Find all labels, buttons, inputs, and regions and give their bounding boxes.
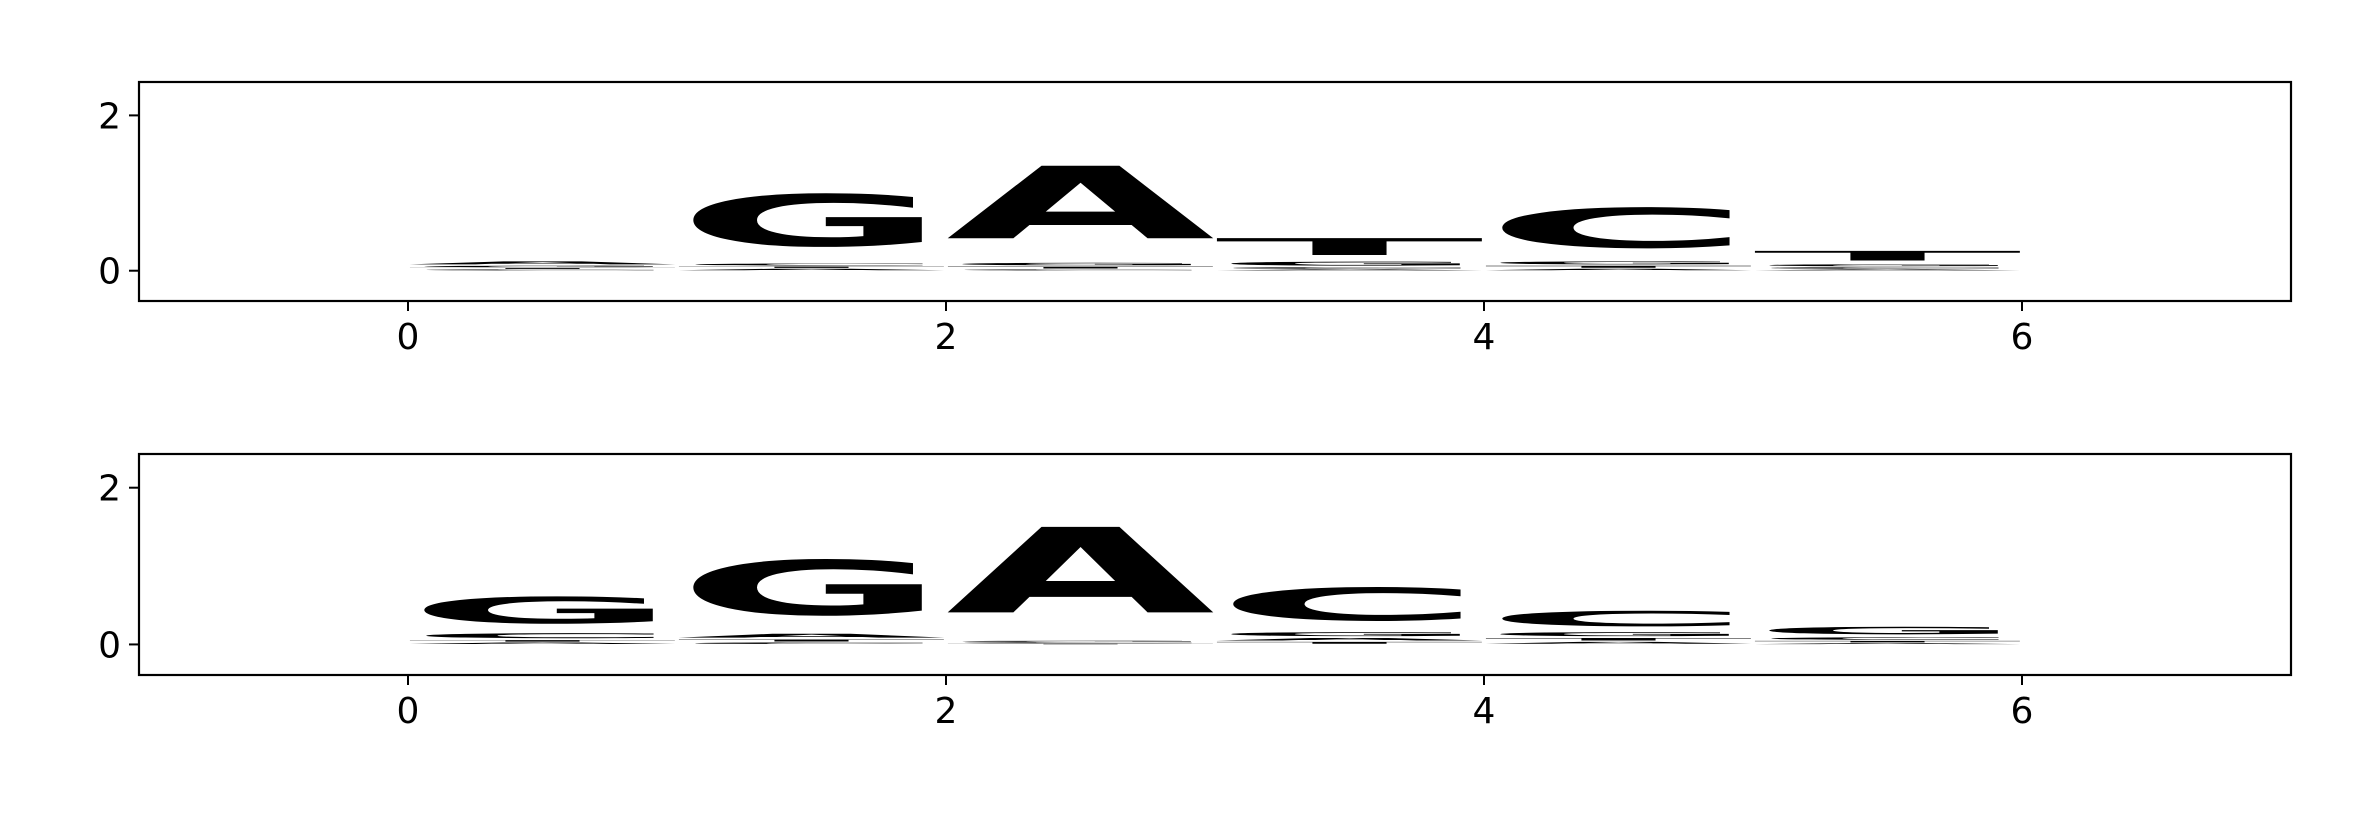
x-tick-label: 0 bbox=[397, 317, 420, 358]
x-tick-label: 4 bbox=[1473, 317, 1496, 358]
letter: C bbox=[1753, 267, 2022, 269]
y-tick-label: 0 bbox=[98, 625, 121, 666]
x-tick-label: 0 bbox=[397, 691, 420, 732]
letter: G bbox=[677, 180, 946, 263]
letter: G bbox=[1215, 631, 1484, 637]
letter: A bbox=[946, 146, 1215, 262]
letter: C bbox=[1484, 197, 1753, 260]
letter: G bbox=[1753, 264, 2022, 267]
x-tick-label: 2 bbox=[935, 691, 958, 732]
letter: G bbox=[1484, 261, 1753, 266]
letter: T bbox=[1215, 233, 1486, 260]
letter: G bbox=[1753, 625, 2022, 637]
letter: A bbox=[677, 268, 946, 270]
letter: G bbox=[946, 262, 1215, 266]
letter: C bbox=[1753, 637, 2022, 641]
letter: A bbox=[1753, 269, 2022, 271]
x-tick-label: 6 bbox=[2011, 317, 2034, 358]
letter: C bbox=[946, 642, 1215, 644]
letter: G bbox=[946, 641, 1215, 643]
letter: C bbox=[408, 269, 677, 271]
letter: A bbox=[1753, 643, 2022, 645]
letter: A bbox=[1484, 641, 1753, 644]
x-tick-label: 2 bbox=[935, 317, 958, 358]
letter: A bbox=[946, 504, 1217, 641]
letter: T bbox=[408, 640, 679, 642]
y-tick-label: 2 bbox=[98, 96, 121, 137]
letter: G bbox=[408, 265, 677, 267]
letter: C bbox=[1215, 267, 1484, 269]
letter: G bbox=[1484, 631, 1753, 637]
letter: T bbox=[1215, 641, 1486, 644]
letter: C bbox=[677, 642, 946, 644]
letter: T bbox=[946, 644, 1217, 645]
letter: A bbox=[408, 642, 677, 644]
letter: A bbox=[677, 633, 946, 639]
letter: T bbox=[1484, 265, 1755, 268]
letter: G bbox=[677, 545, 946, 632]
x-tick-label: 4 bbox=[1473, 691, 1496, 732]
letter: A bbox=[1484, 268, 1753, 270]
letter: C bbox=[408, 632, 677, 640]
letter: T bbox=[677, 266, 948, 268]
letter: C bbox=[677, 263, 946, 266]
letter: T bbox=[408, 268, 679, 270]
letter: T bbox=[1753, 641, 2024, 643]
letter: G bbox=[1215, 261, 1484, 267]
y-tick-label: 2 bbox=[98, 469, 121, 510]
letter: T bbox=[946, 266, 1217, 269]
letter: A bbox=[1215, 269, 1484, 271]
axes-frame bbox=[137, 80, 2293, 303]
letter: G bbox=[408, 590, 677, 632]
letter: C bbox=[1484, 607, 1753, 631]
y-tick-label: 0 bbox=[98, 252, 121, 293]
letter: C bbox=[946, 269, 1215, 271]
x-tick-label: 6 bbox=[2011, 691, 2034, 732]
letter: T bbox=[677, 639, 948, 642]
axes-frame bbox=[137, 452, 2293, 677]
letter: A bbox=[408, 261, 677, 266]
letter: C bbox=[1215, 579, 1484, 631]
letter: A bbox=[1215, 637, 1484, 641]
letter: T bbox=[1753, 248, 2024, 263]
letter: T bbox=[1484, 637, 1755, 641]
